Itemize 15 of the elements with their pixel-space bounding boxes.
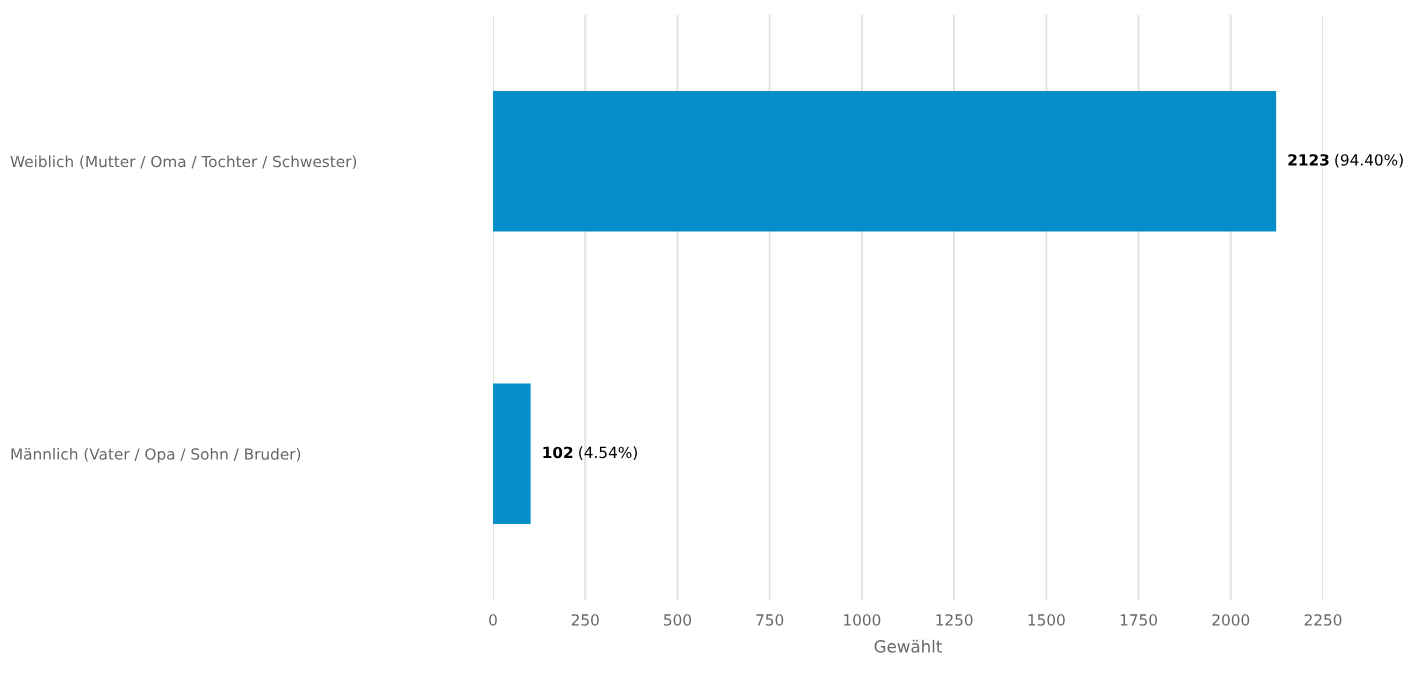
x-tick-label: 1250 [936, 614, 973, 626]
x-tick-label: 1000 [844, 614, 881, 626]
y-tick-label: Männlich (Vater / Opa / Sohn / Bruder) [11, 447, 301, 463]
x-tick-label: 0 [489, 614, 497, 626]
x-axis-title: Gewählt [874, 639, 942, 653]
x-tick-label: 1750 [1120, 614, 1157, 626]
x-tick-label: 500 [664, 614, 692, 626]
x-tick-label: 2000 [1212, 614, 1250, 626]
y-tick-label: Weiblich (Mutter / Oma / Tochter / Schwester) [10, 155, 357, 170]
x-tick-label: 750 [756, 614, 784, 626]
data-label: 102 (4.54%) [543, 446, 637, 460]
data-label: 2123 (94.40%) [1288, 153, 1403, 168]
x-tick-label: 250 [571, 614, 599, 626]
x-tick-label: 2250 [1304, 614, 1342, 626]
x-tick-label: 1500 [1028, 614, 1065, 626]
